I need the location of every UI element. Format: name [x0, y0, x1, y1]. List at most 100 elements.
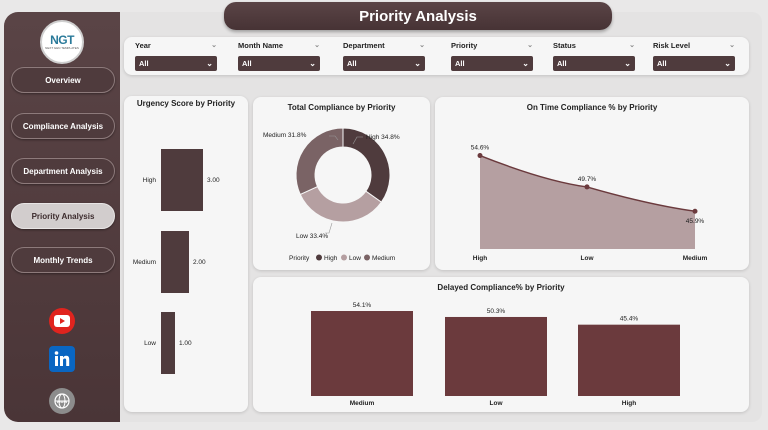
- category-label: Low: [490, 400, 504, 407]
- filter-value: All: [455, 59, 465, 68]
- chart-title: Total Compliance by Priority: [287, 103, 396, 112]
- category-label: Medium: [350, 400, 375, 407]
- chart-title: Delayed Compliance% by Priority: [437, 283, 565, 292]
- sidebar-item-overview[interactable]: Overview: [11, 67, 115, 93]
- logo-subtext: NEXT GEN TEMPLATES: [45, 46, 79, 50]
- chevron-down-icon: ⌄: [522, 59, 529, 68]
- filter-month-name: Month Name ⌄ All ⌄: [238, 41, 320, 71]
- chevron-down-icon: ⌄: [206, 59, 213, 68]
- filter-label-text: Department: [343, 41, 385, 50]
- category-label: Low: [144, 340, 156, 347]
- urgency-bar[interactable]: [161, 231, 189, 293]
- filter-label-text: Risk Level: [653, 41, 691, 50]
- sidebar-item-department-analysis[interactable]: Department Analysis: [11, 158, 115, 184]
- filter-label: Status ⌄: [553, 41, 635, 52]
- urgency-score-card: Urgency Score by Priority High 3.00 Medium…: [124, 96, 248, 412]
- delayed-bar[interactable]: [578, 324, 680, 396]
- filter-label: Month Name ⌄: [238, 41, 320, 52]
- area-chart: 54.6% High 49.7% Low 45.9% Medium: [471, 145, 708, 262]
- chevron-down-icon: ⌄: [724, 59, 731, 68]
- urgency-bar[interactable]: [161, 312, 175, 374]
- filter-dropdown[interactable]: All ⌄: [553, 56, 635, 71]
- data-label: 50.3%: [487, 308, 506, 315]
- total-compliance-card: Total Compliance by Priority High 34.8% L…: [253, 97, 430, 270]
- category-label: Low: [581, 255, 595, 262]
- filter-bar: Year ⌄ All ⌄ Month Name ⌄ All ⌄ Department ⌄ All ⌄ P…: [124, 37, 749, 75]
- filter-label: Year ⌄: [135, 41, 217, 52]
- data-label: High 34.8%: [366, 134, 400, 141]
- filter-value: All: [347, 59, 357, 68]
- data-label: 45.4%: [620, 316, 639, 323]
- data-label: 1.00: [179, 340, 192, 347]
- filter-label: Priority ⌄: [451, 41, 533, 52]
- legend-label: Low: [349, 255, 361, 262]
- data-label: 3.00: [207, 177, 220, 184]
- donut-chart: High 34.8% Low 33.4% Medium 31.8% Priority H…: [263, 127, 400, 262]
- chevron-down-icon[interactable]: ⌄: [729, 42, 735, 49]
- category-label: Medium: [683, 255, 708, 262]
- chevron-down-icon[interactable]: ⌄: [419, 42, 425, 49]
- donut-slice[interactable]: [295, 127, 344, 196]
- category-label: Medium: [133, 259, 156, 266]
- sidebar-item-monthly-trends[interactable]: Monthly Trends: [11, 247, 115, 273]
- filter-value: All: [657, 59, 667, 68]
- data-label: Low 33.4%: [296, 233, 328, 240]
- website-icon[interactable]: www: [49, 388, 75, 414]
- chart-title: On Time Compliance % by Priority: [526, 103, 658, 112]
- chevron-down-icon[interactable]: ⌄: [629, 42, 635, 49]
- chevron-down-icon[interactable]: ⌄: [527, 42, 533, 49]
- filter-year: Year ⌄ All ⌄: [135, 41, 217, 71]
- on-time-compliance-card: On Time Compliance % by Priority 54.6% Hi…: [435, 97, 749, 270]
- chevron-down-icon: ⌄: [624, 59, 631, 68]
- filter-value: All: [139, 59, 149, 68]
- category-label: High: [473, 255, 487, 262]
- legend-title: Priority: [289, 255, 310, 262]
- filter-label-text: Year: [135, 41, 151, 50]
- legend-marker: [364, 254, 370, 261]
- page-title: Priority Analysis: [224, 2, 612, 30]
- data-point[interactable]: [584, 184, 590, 190]
- sidebar-item-priority-analysis[interactable]: Priority Analysis: [11, 203, 115, 229]
- filter-department: Department ⌄ All ⌄: [343, 41, 425, 71]
- delayed-bar-chart: 54.1% Medium 50.3% Low 45.4% High: [311, 302, 680, 407]
- urgency-chart: High 3.00 Medium 2.00 Low 1.00: [133, 149, 220, 374]
- filter-dropdown[interactable]: All ⌄: [451, 56, 533, 71]
- data-point[interactable]: [692, 208, 698, 214]
- sidebar: NGT NEXT GEN TEMPLATES Overview Complianc…: [4, 12, 120, 422]
- data-point[interactable]: [477, 153, 483, 159]
- sidebar-item-compliance-analysis[interactable]: Compliance Analysis: [11, 113, 115, 139]
- chevron-down-icon[interactable]: ⌄: [211, 42, 217, 49]
- filter-dropdown[interactable]: All ⌄: [653, 56, 735, 71]
- filter-label: Risk Level ⌄: [653, 41, 735, 52]
- legend-marker: [316, 254, 322, 261]
- chart-title: Urgency Score by Priority: [136, 99, 236, 108]
- chevron-down-icon: ⌄: [309, 59, 316, 68]
- legend-marker: [341, 254, 347, 261]
- delayed-bar[interactable]: [445, 316, 547, 396]
- legend-label: Medium: [372, 255, 395, 262]
- data-label: 49.7%: [578, 176, 597, 183]
- delayed-compliance-card: Delayed Compliance% by Priority 54.1% Med…: [253, 277, 749, 412]
- chevron-down-icon[interactable]: ⌄: [314, 42, 320, 49]
- filter-label-text: Status: [553, 41, 576, 50]
- category-label: High: [143, 177, 157, 184]
- data-label: 54.1%: [353, 302, 372, 309]
- data-label: 54.6%: [471, 145, 490, 152]
- filter-dropdown[interactable]: All ⌄: [135, 56, 217, 71]
- filter-value: All: [557, 59, 567, 68]
- chevron-down-icon: ⌄: [414, 59, 421, 68]
- data-label: Medium 31.8%: [263, 132, 307, 139]
- delayed-bar[interactable]: [311, 311, 413, 396]
- linkedin-icon[interactable]: [49, 346, 75, 372]
- filter-value: All: [242, 59, 252, 68]
- data-label: 45.9%: [686, 218, 705, 225]
- data-label: 2.00: [193, 259, 206, 266]
- filter-label-text: Priority: [451, 41, 478, 50]
- legend-label: High: [324, 255, 338, 262]
- urgency-bar[interactable]: [161, 149, 203, 211]
- filter-dropdown[interactable]: All ⌄: [238, 56, 320, 71]
- filter-dropdown[interactable]: All ⌄: [343, 56, 425, 71]
- logo-text: NGT: [50, 33, 74, 47]
- youtube-icon[interactable]: [49, 308, 75, 334]
- filter-label-text: Month Name: [238, 41, 283, 50]
